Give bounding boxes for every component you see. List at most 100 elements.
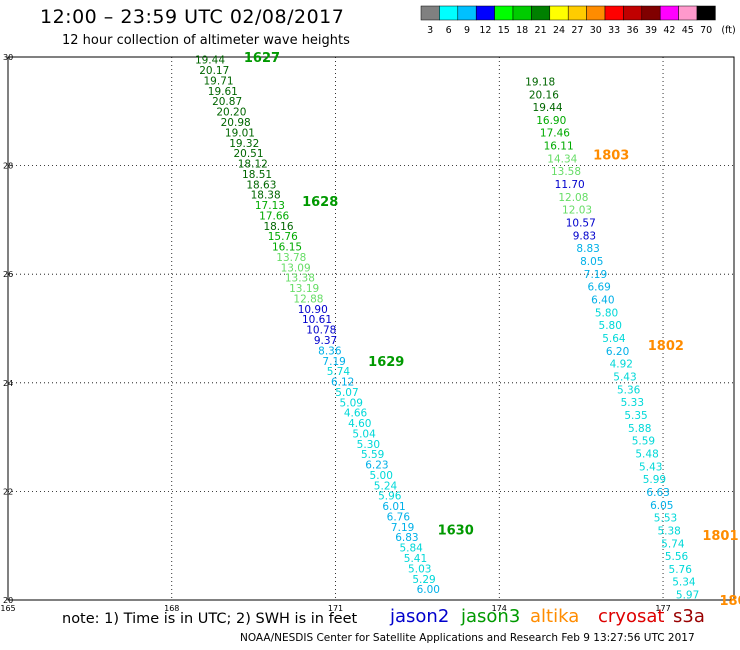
wave-height-label: 16.90: [536, 115, 566, 127]
wave-height-label: 5.30: [357, 439, 380, 451]
legend-swatch: [567, 5, 587, 21]
legend-label: 39: [645, 25, 657, 36]
wave-height-label: 13.09: [281, 262, 311, 274]
wave-height-label: 10.57: [566, 218, 596, 230]
wave-height-label: 5.80: [595, 307, 618, 319]
wave-height-label: 20.16: [529, 89, 559, 101]
wave-height-label: 5.04: [352, 428, 376, 440]
wave-height-label: 5.80: [599, 320, 622, 332]
footer-note: note: 1) Time is in UTC; 2) SWH is in fe…: [62, 611, 358, 627]
wave-height-label: 19.01: [225, 127, 255, 139]
legend-swatch: [475, 5, 495, 21]
satellite-cryosat: cryosat: [598, 606, 665, 627]
wave-height-label: 5.97: [676, 590, 699, 602]
wave-height-label: 12.88: [293, 293, 323, 305]
legend-label: (ft): [721, 25, 735, 36]
wave-height-label: 5.74: [327, 366, 351, 378]
wave-height-label: 17.46: [540, 128, 570, 140]
y-tick-label: 24: [3, 379, 13, 388]
wave-height-label: 18.51: [242, 169, 272, 181]
wave-height-label: 10.78: [306, 325, 336, 337]
wave-height-label: 4.60: [348, 418, 371, 430]
wave-height-label: 19.32: [229, 138, 259, 150]
wave-height-label: 17.66: [259, 210, 289, 222]
wave-height-label: 6.69: [587, 282, 610, 294]
wave-height-label: 11.70: [555, 179, 585, 191]
wave-height-label: 6.20: [606, 346, 629, 358]
wave-height-label: 5.56: [665, 551, 689, 563]
legend-swatch: [641, 5, 661, 21]
wave-height-label: 20.87: [212, 96, 242, 108]
wave-height-label: 18.38: [251, 190, 281, 202]
wave-height-label: 14.34: [547, 153, 577, 165]
wave-height-label: 5.53: [654, 513, 677, 525]
legend-label: 36: [627, 25, 639, 36]
wave-height-label: 19.18: [525, 76, 555, 88]
legend-swatch: [678, 5, 698, 21]
wave-height-label: 5.41: [404, 553, 427, 565]
legend-swatch: [494, 5, 514, 21]
wave-height-label: 7.19: [322, 356, 345, 368]
time-label: 1628: [302, 195, 338, 210]
legend-label: 21: [535, 25, 547, 36]
wave-height-label: 6.23: [365, 460, 388, 472]
wave-height-label: 5.34: [672, 577, 696, 589]
wave-height-label: 5.59: [361, 449, 384, 461]
wave-height-label: 5.24: [374, 480, 398, 492]
footer-credit: NOAA/NESDIS Center for Satellite Applica…: [240, 632, 695, 644]
y-tick-label: 20: [3, 596, 13, 605]
legend-swatch: [512, 5, 532, 21]
wave-height-label: 6.00: [417, 584, 440, 596]
time-label: 1627: [244, 51, 280, 66]
x-tick-label: 174: [492, 604, 507, 613]
wave-height-label: 5.03: [408, 563, 431, 575]
wave-height-label: 4.66: [344, 408, 368, 420]
x-tick-label: 165: [0, 604, 15, 613]
wave-height-label: 5.43: [613, 371, 636, 383]
x-tick-label: 168: [164, 604, 179, 613]
wave-height-label: 5.43: [639, 461, 662, 473]
wave-height-label: 18.63: [246, 179, 276, 191]
wave-height-label: 8.83: [576, 243, 599, 255]
chart-subtitle: 12 hour collection of altimeter wave hei…: [62, 33, 350, 48]
wave-height-label: 16.15: [272, 242, 302, 254]
legend-label: 12: [479, 25, 491, 36]
wave-height-label: 5.00: [370, 470, 393, 482]
wave-height-label: 18.16: [263, 221, 293, 233]
time-label: 1629: [368, 355, 404, 370]
wave-height-label: 6.05: [650, 500, 673, 512]
wave-height-label: 6.63: [646, 487, 669, 499]
wave-height-label: 8.05: [580, 256, 603, 268]
wave-height-label: 5.64: [602, 333, 626, 345]
x-tick-label: 177: [655, 604, 670, 613]
legend-label: 45: [682, 25, 694, 36]
satellite-s3a: s3a: [673, 606, 705, 627]
wave-height-label: 5.36: [617, 384, 641, 396]
wave-height-label: 19.44: [533, 102, 563, 114]
wave-height-label: 6.83: [395, 532, 418, 544]
wave-height-label: 4.92: [610, 359, 633, 371]
wave-height-label: 5.59: [632, 436, 655, 448]
wave-height-label: 5.29: [412, 574, 435, 586]
legend-label: 9: [464, 25, 470, 36]
legend-label: 15: [498, 25, 510, 36]
wave-height-label: 9.83: [573, 230, 596, 242]
wave-height-label: 5.99: [643, 474, 666, 486]
legend-label: 42: [663, 25, 675, 36]
wave-height-label: 19.61: [208, 86, 238, 98]
legend-swatch: [586, 5, 606, 21]
x-tick-label: 171: [328, 604, 343, 613]
legend-swatch: [531, 5, 551, 21]
wave-height-label: 20.20: [216, 107, 246, 119]
wave-height-label: 10.61: [302, 314, 332, 326]
wave-height-label: 5.38: [657, 525, 680, 537]
wave-height-label: 13.58: [551, 166, 581, 178]
wave-height-label: 20.17: [199, 65, 229, 77]
wave-height-label: 5.09: [340, 397, 363, 409]
satellite-altika: altika: [530, 606, 580, 627]
legend-label: 70: [700, 25, 712, 36]
y-tick-label: 26: [3, 270, 13, 279]
wave-height-label: 19.71: [204, 75, 234, 87]
y-tick-label: 30: [3, 53, 13, 62]
